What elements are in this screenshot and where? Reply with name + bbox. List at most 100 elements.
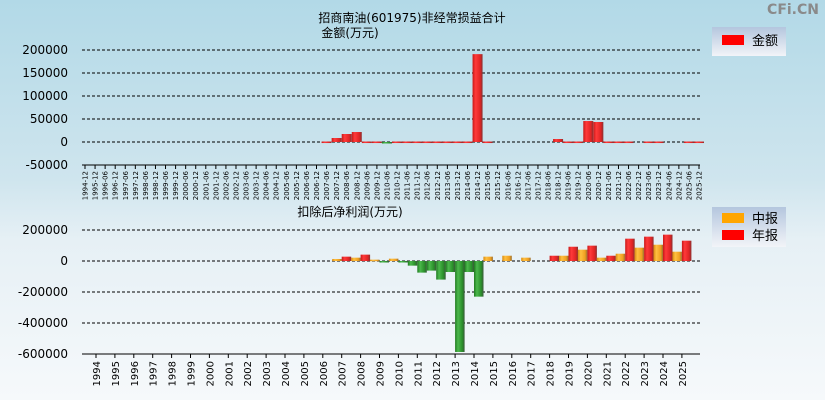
x-tick-label: 2003-06 (243, 170, 251, 200)
bar-2013-12 (452, 141, 463, 144)
x-tick-label: 2001-06 (202, 170, 210, 200)
x-tick-label: 2003 (262, 361, 273, 386)
x-tick-label: 1999-12 (172, 171, 180, 200)
bar-annual-2025 (681, 240, 692, 261)
bar-2012-06 (422, 141, 433, 144)
x-tick-label: 2006 (319, 361, 330, 386)
chart1-title: 招商南油(601975)非经常损益合计 (318, 10, 505, 25)
x-tick-label: 2018-06 (545, 170, 553, 200)
bar-mid-2023 (634, 247, 645, 261)
bar-mid-2008 (351, 257, 361, 261)
bar-2023-06 (643, 141, 654, 144)
x-tick-label: 2002 (243, 361, 254, 386)
y-tick-label: -200000 (18, 285, 68, 299)
bar-mid-2007 (332, 258, 342, 261)
bar-2007-12 (331, 137, 342, 142)
x-tick-label: 2012-06 (424, 170, 432, 200)
bar-2009-12 (371, 141, 382, 144)
legend-swatch-red (722, 229, 744, 240)
x-tick-label: 2009-06 (363, 170, 371, 200)
bar-annual-2007 (341, 256, 352, 261)
x-tick-label: 2006-12 (313, 171, 321, 200)
x-tick-label: 2005-06 (283, 170, 291, 200)
bar-2015-06 (482, 141, 493, 144)
x-tick-label: 2019 (565, 361, 576, 386)
x-tick-label: 1998-12 (152, 171, 160, 200)
bar-mid-2017 (521, 257, 531, 261)
y-tick-label: 200000 (22, 43, 68, 57)
x-tick-label: 2016-12 (514, 171, 522, 200)
x-tick-label: 2007-12 (333, 171, 341, 200)
x-tick-label: 2008 (357, 361, 368, 386)
x-tick-label: 2024 (659, 361, 670, 386)
x-tick-label: 1995 (111, 361, 122, 386)
x-tick-label: 2020-06 (585, 170, 593, 200)
x-tick-label: 2017 (527, 361, 538, 386)
x-tick-label: 2021 (602, 361, 613, 386)
x-tick-label: 2001-12 (212, 171, 220, 200)
x-tick-label: 2011 (413, 361, 424, 386)
bar-2022-06 (623, 141, 634, 144)
bar-2023-12 (653, 141, 664, 144)
bar-2014-06 (462, 141, 473, 144)
bar-2025-06 (683, 141, 694, 144)
bar-mid-2012 (426, 261, 437, 271)
x-tick-label: 2008-12 (353, 171, 361, 200)
x-tick-label: 2009-12 (373, 171, 381, 200)
y-tick-label: 200000 (22, 223, 68, 237)
x-tick-label: 2011-06 (404, 170, 412, 200)
x-tick-label: 2011-12 (414, 171, 422, 200)
legend-label: 中报 (752, 212, 779, 227)
x-tick-label: 2014-12 (474, 171, 482, 200)
x-tick-label: 2022 (621, 361, 632, 386)
bar-annual-2009 (379, 261, 389, 263)
x-tick-label: 2000 (205, 361, 216, 386)
x-tick-label: 2012 (432, 361, 443, 386)
x-tick-label: 2018 (546, 361, 557, 386)
x-tick-label: 2003-12 (253, 171, 261, 200)
x-tick-label: 2007-06 (323, 170, 331, 200)
bar-2010-12 (392, 141, 403, 144)
x-tick-label: 2017-12 (534, 171, 542, 200)
x-tick-label: 2025-06 (685, 170, 693, 200)
legend-label: 金额 (752, 34, 779, 49)
legend-label: 年报 (752, 229, 779, 244)
x-tick-label: 2017-06 (524, 170, 532, 200)
x-tick-label: 2022-06 (625, 170, 633, 200)
x-tick-label: 1995-12 (92, 171, 100, 200)
chart2-plot: 200000 0 -200000 -400000 -600000 1994 1995 1996… (18, 223, 700, 386)
x-tick-label: 2025 (678, 361, 689, 386)
x-tick-label: 1996-12 (112, 171, 120, 200)
bar-2020-06 (583, 121, 594, 142)
x-tick-label: 2013-06 (444, 170, 452, 200)
bar-annual-2020 (587, 245, 597, 261)
x-tick-label: 2016 (508, 361, 519, 386)
bar-2021-06 (603, 141, 614, 144)
x-tick-label: 2004-06 (263, 170, 271, 200)
x-tick-label: 2013 (451, 361, 462, 386)
x-tick-label: 2013-12 (454, 171, 462, 200)
x-tick-label: 2007 (338, 361, 349, 386)
bar-annual-2024 (663, 234, 673, 261)
x-tick-label: 2025-12 (696, 171, 704, 200)
x-tick-label: 2015 (489, 361, 500, 386)
x-tick-label: 1996-06 (102, 170, 110, 200)
x-tick-label: 1997-06 (122, 170, 130, 200)
x-tick-label: 2024-06 (665, 170, 673, 200)
x-tick-label: 2000-12 (192, 171, 200, 200)
bar-annual-2023 (644, 236, 654, 261)
x-tick-label: 2021-06 (605, 170, 613, 200)
bar-2012-12 (432, 141, 443, 144)
bar-mid-2021 (596, 257, 607, 261)
x-tick-label: 1998-06 (142, 170, 150, 200)
y-tick-label: -600000 (18, 347, 68, 361)
bar-annual-2021 (606, 255, 616, 261)
x-tick-label: 2012-12 (434, 171, 442, 200)
bar-mid-2019 (559, 255, 569, 261)
chart2-legend: 中报 年报 (712, 207, 786, 247)
x-tick-label: 1999 (187, 361, 198, 386)
x-tick-label: 1997 (149, 361, 160, 386)
x-tick-label: 2018-12 (555, 171, 563, 200)
x-tick-label: 2004-12 (273, 171, 281, 200)
